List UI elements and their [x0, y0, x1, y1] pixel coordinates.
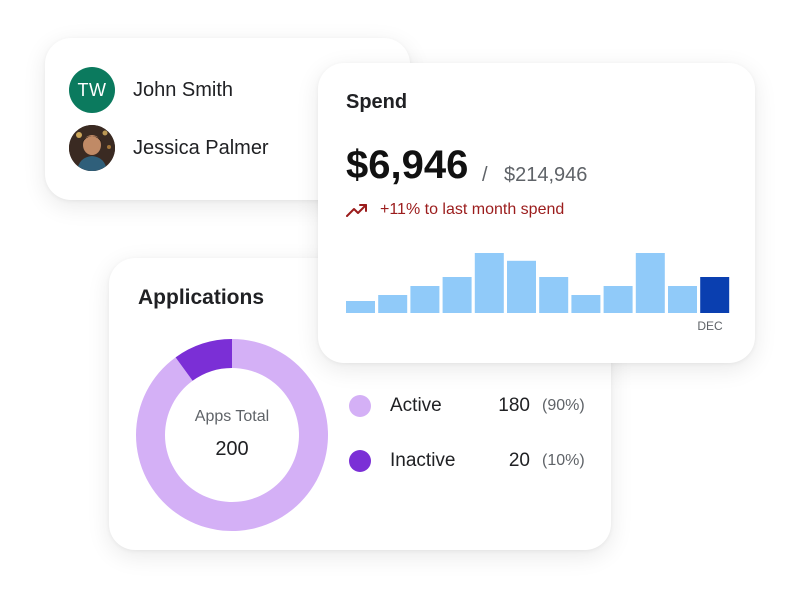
spend-total: $214,946 [504, 164, 588, 186]
legend-item-active: Active 180 (90%) [349, 395, 589, 417]
legend-label: Inactive [390, 450, 456, 471]
legend-count: 180 [498, 395, 530, 416]
apps-donut-chart [135, 339, 328, 531]
user-name: John Smith [133, 78, 234, 101]
spend-amount: $6,946 [346, 143, 469, 187]
user-row-jessica-palmer[interactable]: Jessica Palmer [69, 125, 269, 171]
avatar-photo-icon [69, 125, 115, 171]
spend-bar-1 [346, 301, 375, 313]
spend-bar-12 [700, 277, 730, 313]
donut-center-label: Apps Total [194, 408, 270, 425]
donut-slice-active [135, 339, 328, 531]
trending-up-icon [346, 204, 367, 217]
legend-dot-inactive [349, 450, 371, 472]
x-tick-label-dec: DEC [697, 319, 723, 333]
avatar: TW [69, 67, 115, 113]
spend-card: Spend $6,946 / $214,946 +11% to last mon… [318, 63, 755, 363]
legend-percent: (10%) [542, 452, 585, 469]
spend-title: Spend [346, 91, 408, 113]
legend-item-inactive: Inactive 20 (10%) [349, 450, 589, 472]
trend-text: +11% to last month spend [380, 201, 565, 218]
spend-bar-3 [410, 286, 440, 313]
user-name: Jessica Palmer [133, 136, 269, 159]
donut-slice-inactive [175, 339, 232, 381]
avatar [69, 125, 115, 171]
spend-bar-5 [474, 253, 504, 313]
spend-bar-10 [635, 253, 665, 313]
legend-count: 20 [508, 450, 530, 471]
spend-bar-4 [442, 277, 472, 313]
legend-label: Active [390, 395, 442, 416]
legend-dot-active [349, 395, 371, 417]
spend-bar-chart [346, 253, 730, 313]
spend-bar-6 [507, 260, 536, 313]
spend-trend: +11% to last month spend [346, 201, 564, 219]
spend-bar-2 [378, 295, 408, 313]
spend-bar-8 [571, 295, 601, 313]
applications-title: Applications [138, 286, 265, 309]
spend-bar-9 [603, 286, 633, 313]
avatar-initials: TW [77, 79, 107, 100]
donut-center-value: 200 [215, 438, 249, 460]
user-row-john-smith[interactable]: TW John Smith [69, 67, 233, 113]
spend-separator: / [482, 164, 488, 186]
spend-bar-7 [539, 277, 569, 313]
spend-bar-11 [668, 286, 697, 313]
legend-percent: (90%) [542, 397, 585, 414]
